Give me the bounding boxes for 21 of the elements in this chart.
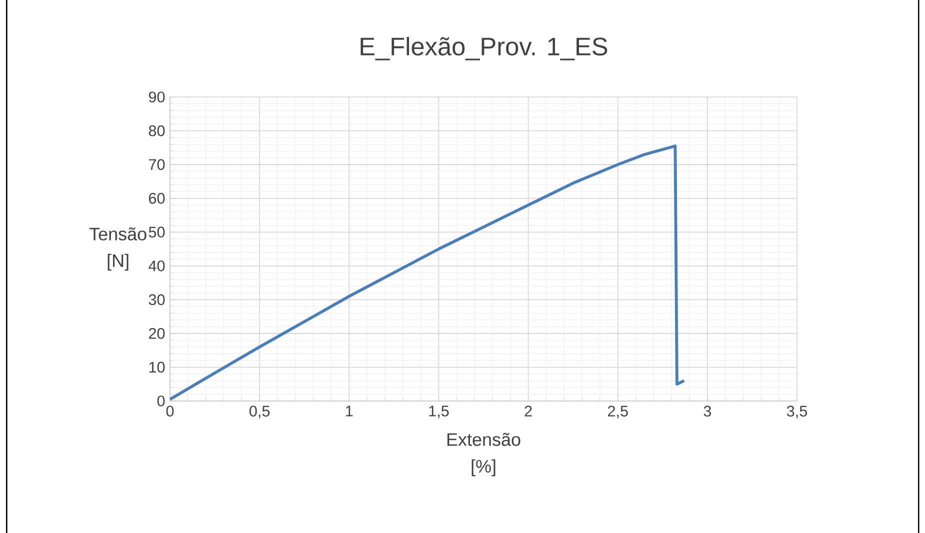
x-tick-label: 3,5 [786, 406, 808, 418]
y-tick-label: 40 [148, 260, 165, 272]
x-axis-title: Extensão [%] [447, 432, 520, 476]
y-tick-label: 30 [148, 294, 165, 306]
x-tick-label: 1,5 [429, 406, 449, 418]
y-tick-label: 0 [157, 396, 165, 406]
y-tick-label: 10 [149, 362, 165, 373]
y-tick-label: 80 [148, 125, 165, 136]
x-tick-label: 3 [704, 406, 712, 417]
x-tick-label: 1 [346, 406, 353, 416]
y-tick-label: 70 [149, 159, 165, 170]
y-tick-label: 20 [149, 328, 165, 339]
x-tick-label: 0 [166, 406, 174, 417]
x-tick-label: 2 [524, 406, 532, 416]
x-tick-label: 2,5 [608, 406, 628, 418]
y-tick-label: 60 [149, 192, 165, 204]
x-tick-label: 0,5 [250, 406, 270, 418]
y-tick-label: 90 [148, 92, 165, 102]
y-tick-label: 50 [148, 226, 165, 238]
chart-title: E_Flexão_Prov. 1_ES [360, 36, 608, 60]
y-axis-title: Tensão [N] [89, 227, 146, 271]
